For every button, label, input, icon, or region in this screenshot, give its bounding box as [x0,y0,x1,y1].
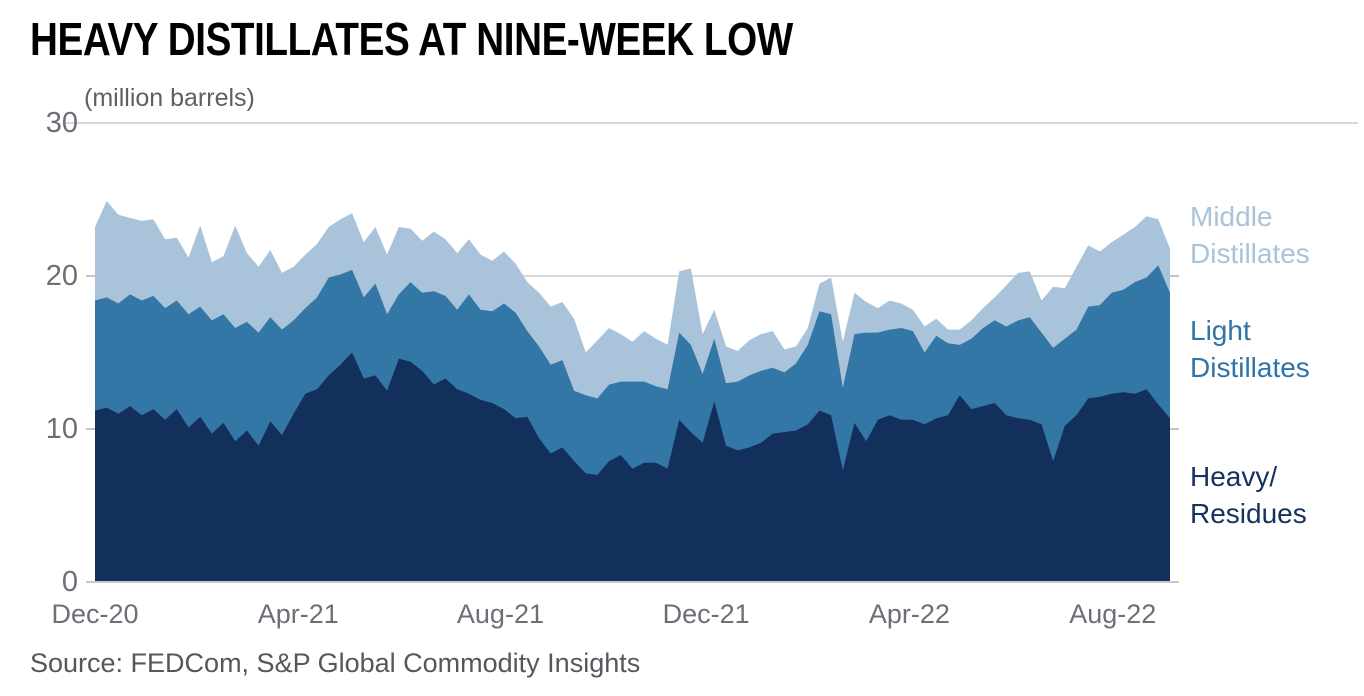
legend-light-distillates: Light Distillates [1190,312,1310,386]
x-tick-label-Apr-22: Apr-22 [839,600,979,628]
x-tick-label-Dec-20: Dec-20 [25,600,165,628]
chart-figure: HEAVY DISTILLATES AT NINE-WEEK LOW (mill… [0,0,1364,696]
legend-heavy-residues: Heavy/ Residues [1190,458,1307,532]
y-tick-label-0: 0 [18,567,78,597]
stacked-area-chart [0,0,1364,696]
y-tick-label-30: 30 [18,108,78,138]
source-note: Source: FEDCom, S&P Global Commodity Ins… [30,648,640,679]
x-tick-label-Dec-21: Dec-21 [636,600,776,628]
y-tick-label-10: 10 [18,414,78,444]
y-tick-label-20: 20 [18,261,78,291]
x-tick-label-Aug-21: Aug-21 [430,600,570,628]
legend-middle-distillates: Middle Distillates [1190,198,1310,272]
x-tick-label-Aug-22: Aug-22 [1043,600,1183,628]
x-tick-label-Apr-21: Apr-21 [228,600,368,628]
